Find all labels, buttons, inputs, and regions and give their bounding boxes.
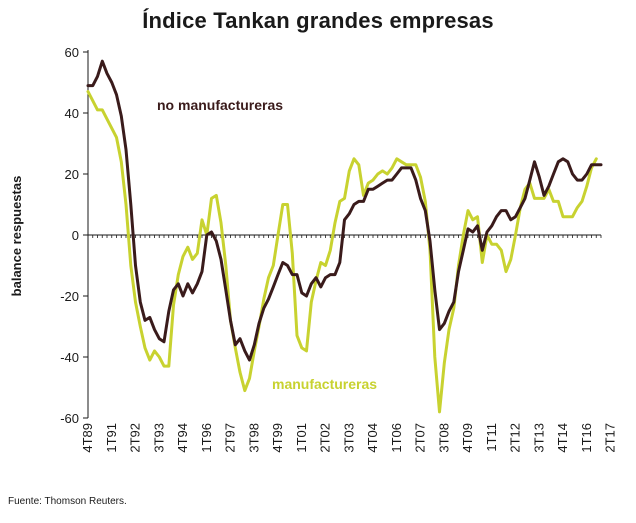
series-line-no-manufactureras bbox=[86, 59, 603, 362]
y-tick-label: -40 bbox=[60, 350, 79, 365]
x-tick-label: 1T06 bbox=[389, 423, 404, 453]
x-tick-label: 4T04 bbox=[365, 423, 380, 453]
x-tick-label: 3T03 bbox=[341, 423, 356, 453]
y-axis-label: balance respuestas bbox=[9, 176, 24, 297]
x-tick-label: 4T14 bbox=[555, 423, 570, 453]
series-label-manufactureras: manufactureras bbox=[272, 376, 377, 392]
y-tick-label: 0 bbox=[72, 228, 79, 243]
y-tick-label: 20 bbox=[65, 167, 79, 182]
y-tick-label: 60 bbox=[65, 45, 79, 60]
x-tick-label: 4T89 bbox=[80, 423, 95, 453]
chart-title: Índice Tankan grandes empresas bbox=[142, 8, 494, 33]
x-tick-label: 2T97 bbox=[223, 423, 238, 453]
y-axis-ticks: 60 40 20 0 -20 -40 -60 bbox=[60, 45, 88, 426]
y-tick-label: -60 bbox=[60, 411, 79, 426]
x-axis-ticks: 4T89 1T91 2T92 3T93 4T94 1T96 2T97 3T98 4T99 1T01… bbox=[80, 235, 618, 453]
x-tick-label: 1T91 bbox=[104, 423, 119, 453]
series-line-manufactureras bbox=[86, 90, 598, 414]
x-tick-label: 2T02 bbox=[318, 423, 333, 453]
x-tick-label: 1T11 bbox=[484, 423, 499, 452]
x-tick-label: 3T13 bbox=[531, 423, 546, 453]
x-tick-label: 1T96 bbox=[199, 423, 214, 453]
x-tick-label: 2T92 bbox=[128, 423, 143, 453]
x-tick-label: 4T09 bbox=[460, 423, 475, 453]
series-label-no-manufactureras: no manufactureras bbox=[157, 97, 283, 113]
y-tick-label: -20 bbox=[60, 289, 79, 304]
source-note: Fuente: Thomson Reuters. bbox=[8, 496, 127, 507]
x-tick-label: 4T99 bbox=[270, 423, 285, 453]
series-lines bbox=[86, 59, 603, 414]
x-tick-label: 4T94 bbox=[175, 423, 190, 453]
x-tick-label: 1T16 bbox=[579, 423, 594, 453]
y-tick-label: 40 bbox=[65, 106, 79, 121]
x-tick-label: 2T17 bbox=[603, 423, 618, 453]
x-tick-label: 2T12 bbox=[508, 423, 523, 453]
x-tick-label: 3T93 bbox=[151, 423, 166, 453]
x-tick-label: 1T01 bbox=[294, 423, 309, 453]
x-tick-label: 3T08 bbox=[436, 423, 451, 453]
x-tick-label: 3T98 bbox=[246, 423, 261, 453]
x-tick-label: 2T07 bbox=[413, 423, 428, 453]
